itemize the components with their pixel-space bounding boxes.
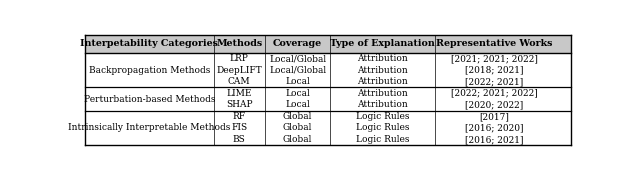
Text: [2020; 2022]: [2020; 2022]	[465, 100, 524, 109]
Text: Global: Global	[283, 112, 312, 121]
Text: Local/Global: Local/Global	[269, 54, 326, 63]
Text: Attribution: Attribution	[357, 77, 408, 86]
Text: LIME: LIME	[227, 89, 252, 98]
Text: Logic Rules: Logic Rules	[356, 135, 410, 144]
Text: Interpetability Categories: Interpetability Categories	[81, 39, 218, 48]
Text: Global: Global	[283, 135, 312, 144]
Text: Local: Local	[285, 100, 310, 109]
Bar	[85, 35, 571, 53]
Text: Representative Works: Representative Works	[436, 39, 553, 48]
Text: [2021; 2021; 2022]: [2021; 2021; 2022]	[451, 54, 538, 63]
Text: [2022; 2021; 2022]: [2022; 2021; 2022]	[451, 89, 538, 98]
Text: Attribution: Attribution	[357, 89, 408, 98]
Text: Logic Rules: Logic Rules	[356, 112, 410, 121]
Text: [2016; 2020]: [2016; 2020]	[465, 123, 524, 132]
Text: Attribution: Attribution	[357, 100, 408, 109]
Text: Attribution: Attribution	[357, 54, 408, 63]
Text: Local: Local	[285, 77, 310, 86]
Text: Coverage: Coverage	[273, 39, 322, 48]
Text: [2018; 2021]: [2018; 2021]	[465, 66, 524, 75]
Text: Type of Explanation: Type of Explanation	[330, 39, 435, 48]
Text: CAM: CAM	[228, 77, 251, 86]
Text: Methods: Methods	[216, 39, 262, 48]
Text: Intrinsically Interpretable Methods: Intrinsically Interpretable Methods	[68, 123, 230, 132]
Text: Logic Rules: Logic Rules	[356, 123, 410, 132]
Text: Local: Local	[285, 89, 310, 98]
Text: FIS: FIS	[231, 123, 247, 132]
Text: BS: BS	[233, 135, 246, 144]
Text: SHAP: SHAP	[226, 100, 253, 109]
Text: [2017]: [2017]	[479, 112, 509, 121]
Text: Attribution: Attribution	[357, 66, 408, 75]
Text: Backpropagation Methods: Backpropagation Methods	[89, 66, 210, 75]
Text: Perturbation-based Methods: Perturbation-based Methods	[84, 94, 215, 104]
Text: Local/Global: Local/Global	[269, 66, 326, 75]
Text: DeepLIFT: DeepLIFT	[216, 66, 262, 75]
Text: LRP: LRP	[230, 54, 249, 63]
Text: [2022; 2021]: [2022; 2021]	[465, 77, 524, 86]
Text: RF: RF	[233, 112, 246, 121]
Text: [2016; 2021]: [2016; 2021]	[465, 135, 524, 144]
Text: Global: Global	[283, 123, 312, 132]
